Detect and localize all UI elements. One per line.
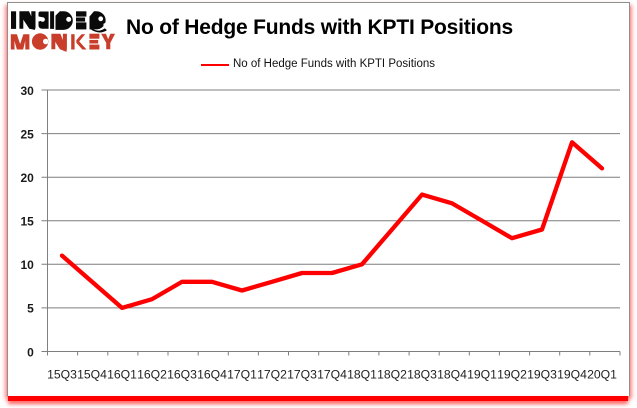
svg-text:16Q2: 16Q2	[137, 367, 167, 381]
svg-text:0: 0	[27, 345, 34, 359]
svg-text:20Q1: 20Q1	[587, 367, 617, 381]
svg-text:10: 10	[20, 258, 34, 272]
svg-text:16Q1: 16Q1	[107, 367, 137, 381]
svg-text:16Q4: 16Q4	[197, 367, 227, 381]
svg-text:17Q2: 17Q2	[257, 367, 287, 381]
svg-text:15Q3: 15Q3	[47, 367, 77, 381]
svg-text:19Q1: 19Q1	[467, 367, 497, 381]
svg-text:5: 5	[27, 302, 34, 316]
svg-text:18Q4: 18Q4	[437, 367, 467, 381]
svg-text:17Q4: 17Q4	[317, 367, 347, 381]
svg-text:19Q4: 19Q4	[557, 367, 587, 381]
svg-text:19Q3: 19Q3	[527, 367, 557, 381]
svg-text:15: 15	[20, 215, 34, 229]
svg-text:30: 30	[20, 84, 34, 98]
svg-text:25: 25	[20, 127, 34, 141]
svg-text:17Q1: 17Q1	[227, 367, 257, 381]
svg-text:16Q3: 16Q3	[167, 367, 197, 381]
svg-text:18Q1: 18Q1	[347, 367, 377, 381]
svg-text:18Q2: 18Q2	[377, 367, 407, 381]
svg-text:19Q2: 19Q2	[497, 367, 527, 381]
svg-text:20: 20	[20, 171, 34, 185]
svg-text:17Q3: 17Q3	[287, 367, 317, 381]
svg-text:15Q4: 15Q4	[77, 367, 107, 381]
svg-text:18Q3: 18Q3	[407, 367, 437, 381]
